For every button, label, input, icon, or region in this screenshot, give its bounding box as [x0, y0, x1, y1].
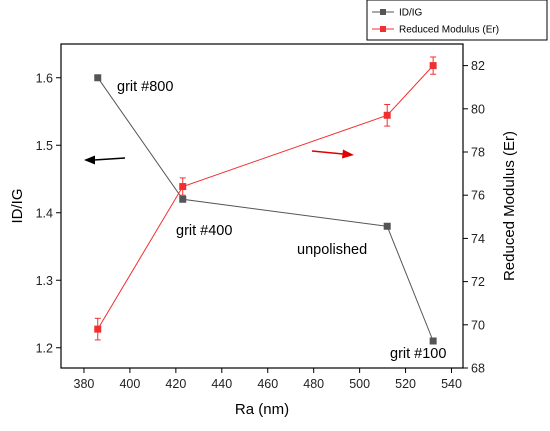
x-tick-label: 400: [119, 377, 140, 391]
series-1-point: [429, 337, 437, 345]
y2-tick-label: 80: [471, 102, 485, 116]
y-tick-label: 1.3: [36, 274, 53, 288]
y2-tick-label: 78: [471, 146, 485, 160]
series-2-point: [94, 325, 102, 333]
series-2-line: [97, 65, 434, 330]
series-1-line: [97, 77, 434, 342]
series-2-point: [383, 111, 391, 119]
y-tick-label: 1.6: [36, 71, 53, 85]
x-tick-label: 500: [349, 377, 370, 391]
x-tick-label: 520: [395, 377, 416, 391]
arrow-left-shaft: [93, 157, 126, 161]
series-1-point: [179, 195, 187, 203]
legend: ID/IG Reduced Modulus (Er): [366, 0, 548, 41]
legend-marker-series2: [380, 26, 386, 32]
legend-box: [366, 0, 548, 41]
legend-marker-series1: [380, 9, 386, 15]
x-tick-label: 460: [257, 377, 278, 391]
x-axis-title: Ra (nm): [235, 401, 289, 418]
legend-label-series1: ID/IG: [399, 8, 423, 19]
y2-tick-label: 74: [471, 232, 485, 246]
plot-frame: [60, 43, 464, 369]
legend-label-series2: Reduced Modulus (Er): [399, 25, 499, 36]
series-layer: [94, 56, 437, 345]
annotation-unpolished: unpolished: [297, 242, 367, 258]
y2-tick-label: 72: [471, 275, 485, 289]
y-axis-title: ID/IG: [9, 188, 26, 223]
annotation-grit-400: grit #400: [176, 223, 232, 239]
arrow-left-axis: [84, 155, 126, 165]
arrow-left-head: [84, 155, 95, 165]
arrow-right-shaft: [311, 150, 344, 155]
x-tick-label: 380: [74, 377, 95, 391]
ticks-layer: 380 400 420 440 460 480 500 520 540 1.2 1.3 1.4 1.5 1…: [36, 59, 485, 391]
series-2-point: [429, 62, 437, 70]
x-tick-label: 480: [303, 377, 324, 391]
arrow-right-head: [342, 149, 354, 159]
series-1-point: [383, 222, 391, 230]
y-tick-label: 1.2: [36, 341, 53, 355]
arrow-right-axis: [311, 149, 354, 159]
y2-tick-label: 70: [471, 318, 485, 332]
annotation-grit-800: grit #800: [117, 79, 173, 95]
y-tick-label: 1.5: [36, 139, 53, 153]
y2-tick-label: 76: [471, 189, 485, 203]
x-tick-label: 440: [211, 377, 232, 391]
y-tick-label: 1.4: [36, 206, 53, 220]
y2-axis-title: Reduced Modulus (Er): [501, 131, 518, 281]
annotation-grit-100: grit #100: [390, 346, 446, 362]
x-tick-label: 540: [441, 377, 462, 391]
x-tick-label: 420: [165, 377, 186, 391]
y2-tick-label: 68: [471, 362, 485, 376]
series-1-point: [94, 74, 102, 82]
y2-tick-label: 82: [471, 59, 485, 73]
series-2-point: [179, 183, 187, 191]
